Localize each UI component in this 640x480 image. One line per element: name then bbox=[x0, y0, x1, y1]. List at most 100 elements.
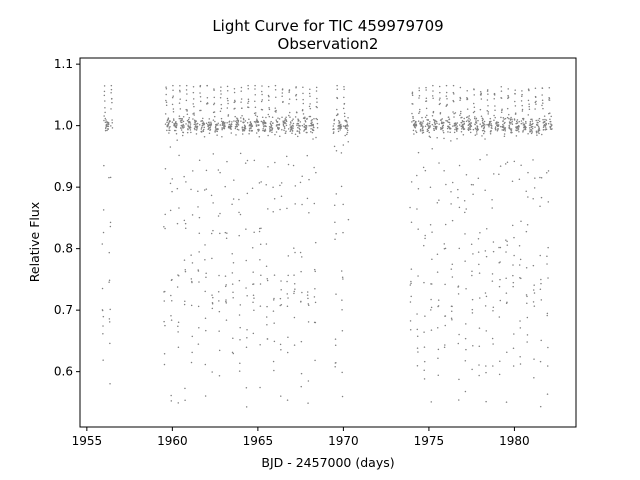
data-point bbox=[531, 131, 534, 133]
data-point bbox=[286, 207, 288, 210]
data-point bbox=[472, 344, 474, 347]
data-point bbox=[483, 132, 485, 135]
data-point bbox=[178, 115, 181, 117]
data-point bbox=[198, 232, 201, 235]
data-point bbox=[343, 96, 345, 99]
data-point bbox=[427, 129, 429, 132]
data-point bbox=[250, 122, 253, 125]
data-point bbox=[241, 126, 244, 128]
data-point bbox=[494, 105, 496, 107]
data-point bbox=[347, 218, 350, 221]
data-point bbox=[482, 124, 485, 127]
data-point bbox=[308, 211, 310, 214]
data-point bbox=[189, 125, 191, 127]
data-point bbox=[442, 130, 444, 132]
data-point bbox=[340, 127, 342, 129]
data-point bbox=[452, 100, 455, 103]
data-point bbox=[306, 294, 309, 296]
data-point bbox=[284, 132, 287, 134]
data-point bbox=[418, 95, 421, 97]
data-point bbox=[334, 344, 337, 346]
data-point bbox=[514, 89, 516, 91]
data-point bbox=[532, 301, 535, 303]
data-point bbox=[199, 96, 202, 98]
data-point bbox=[212, 119, 215, 121]
data-point bbox=[500, 116, 502, 119]
data-point bbox=[286, 399, 289, 401]
data-point bbox=[267, 134, 269, 137]
data-point bbox=[102, 231, 105, 234]
data-point bbox=[275, 111, 277, 113]
data-point bbox=[465, 120, 468, 122]
data-point bbox=[299, 121, 302, 123]
data-point bbox=[513, 236, 515, 239]
data-point bbox=[219, 212, 221, 215]
data-point bbox=[194, 128, 196, 131]
data-point bbox=[477, 251, 480, 253]
data-point bbox=[416, 365, 419, 367]
data-point bbox=[217, 169, 220, 171]
data-point bbox=[527, 114, 530, 116]
data-point bbox=[474, 134, 477, 136]
data-point bbox=[544, 124, 547, 127]
data-point bbox=[186, 119, 189, 122]
data-point bbox=[300, 372, 303, 375]
data-point bbox=[283, 126, 286, 128]
data-point bbox=[544, 120, 546, 123]
chart-title: Light Curve for TIC 459979709 bbox=[212, 17, 443, 35]
data-point bbox=[543, 115, 546, 117]
data-point bbox=[190, 254, 192, 256]
data-point bbox=[236, 119, 238, 122]
data-point bbox=[471, 298, 474, 301]
data-point bbox=[427, 119, 430, 121]
data-point bbox=[212, 296, 214, 299]
data-point bbox=[198, 216, 201, 219]
data-point bbox=[269, 129, 272, 131]
data-point bbox=[233, 120, 235, 122]
data-point bbox=[183, 126, 185, 128]
data-point bbox=[471, 270, 473, 273]
data-point bbox=[280, 280, 282, 282]
data-point bbox=[471, 308, 474, 311]
data-point bbox=[205, 276, 207, 278]
data-point bbox=[434, 123, 437, 126]
data-point bbox=[483, 120, 486, 123]
data-point bbox=[210, 121, 212, 123]
data-point bbox=[474, 116, 476, 118]
data-point bbox=[270, 126, 273, 128]
data-point bbox=[218, 300, 220, 302]
data-point bbox=[511, 122, 513, 124]
data-point bbox=[184, 222, 187, 225]
data-point bbox=[415, 123, 418, 125]
data-point bbox=[169, 126, 171, 128]
data-point bbox=[532, 197, 534, 200]
data-point bbox=[165, 104, 168, 106]
data-point bbox=[105, 126, 107, 129]
data-point bbox=[523, 128, 525, 131]
data-point bbox=[251, 129, 253, 132]
data-point bbox=[294, 203, 296, 205]
data-point bbox=[411, 91, 414, 93]
data-point bbox=[195, 133, 198, 135]
data-point bbox=[466, 89, 468, 92]
data-point bbox=[479, 297, 481, 299]
data-point bbox=[217, 122, 219, 125]
data-point bbox=[279, 297, 282, 300]
data-point bbox=[231, 272, 234, 274]
data-point bbox=[307, 380, 310, 382]
data-point bbox=[423, 378, 426, 380]
data-point bbox=[227, 114, 230, 116]
data-point bbox=[464, 211, 466, 214]
data-point bbox=[432, 90, 434, 92]
data-point bbox=[333, 128, 335, 130]
data-point bbox=[192, 86, 195, 88]
data-point bbox=[515, 127, 518, 129]
data-point bbox=[492, 306, 495, 309]
data-point bbox=[240, 98, 243, 100]
data-point bbox=[241, 133, 244, 135]
data-point bbox=[420, 121, 422, 124]
data-point bbox=[551, 128, 553, 130]
data-point bbox=[314, 359, 316, 362]
data-point bbox=[481, 124, 483, 127]
data-point bbox=[295, 95, 297, 97]
